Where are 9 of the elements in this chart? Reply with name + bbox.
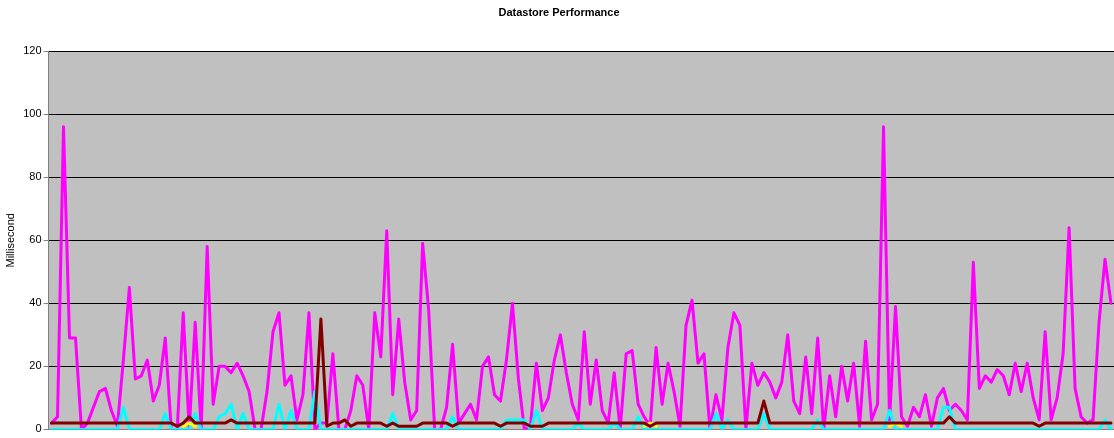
y-tick-label: 100 (23, 107, 42, 120)
y-tick-label: 80 (29, 170, 42, 183)
y-tick-label: 40 (29, 296, 42, 309)
chart-title: Datastore Performance (498, 5, 620, 18)
y-tick-label: 0 (35, 422, 42, 435)
y-axis-title: Millisecond (3, 213, 16, 268)
y-tick-label: 60 (29, 233, 42, 246)
y-tick-label: 120 (23, 44, 42, 57)
y-tick-label: 20 (29, 359, 42, 372)
